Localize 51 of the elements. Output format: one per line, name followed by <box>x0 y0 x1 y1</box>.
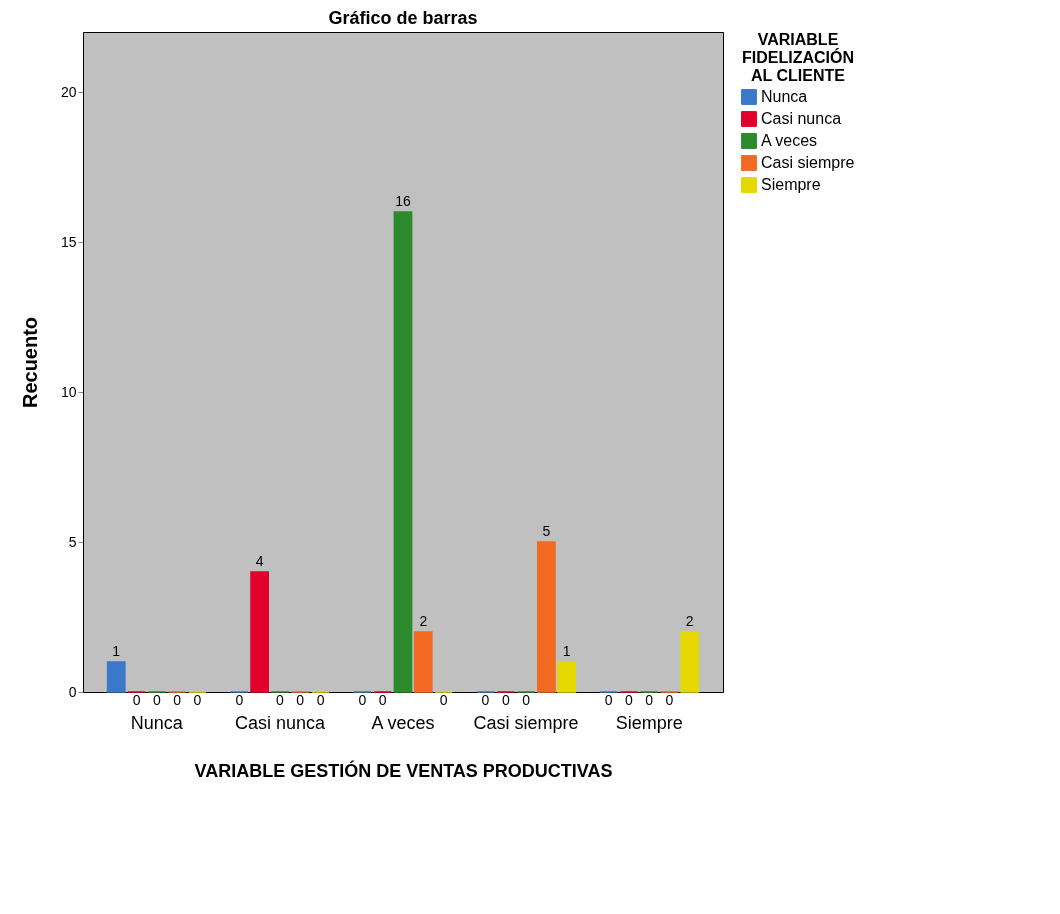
data-label: 0 <box>152 692 161 708</box>
data-label: 2 <box>685 613 694 629</box>
legend-label: Casi siempre <box>761 154 855 171</box>
data-label: 0 <box>358 692 367 708</box>
legend-label: Casi nunca <box>761 110 842 127</box>
bar <box>557 661 577 693</box>
data-label: 16 <box>395 193 411 209</box>
x-tick-label: Casi siempre <box>473 712 579 733</box>
legend-label: Siempre <box>761 176 821 193</box>
data-label: 0 <box>522 692 531 708</box>
data-label: 2 <box>419 613 428 629</box>
chart-title: Gráfico de barras <box>328 8 478 28</box>
x-tick-label: Nunca <box>130 712 184 733</box>
bar <box>393 211 413 693</box>
legend-label: A veces <box>761 132 818 149</box>
data-label: 0 <box>501 692 510 708</box>
bar <box>106 661 126 693</box>
data-label: 0 <box>296 692 305 708</box>
y-tick-label: 5 <box>68 533 77 550</box>
y-axis-title: Recuento <box>18 316 41 409</box>
data-label: 0 <box>132 692 141 708</box>
x-tick-label: Siempre <box>615 712 683 733</box>
bar <box>537 541 556 693</box>
x-tick-label: Casi nunca <box>234 712 326 733</box>
data-label: 0 <box>316 692 325 708</box>
data-label: 5 <box>542 523 551 539</box>
bar <box>680 631 700 693</box>
data-label: 4 <box>255 553 264 569</box>
y-tick-label: 10 <box>60 383 77 400</box>
data-label: 1 <box>562 643 571 659</box>
data-label: 0 <box>235 692 244 708</box>
data-label: 0 <box>624 692 633 708</box>
data-label: 0 <box>481 692 490 708</box>
data-label: 0 <box>439 692 448 708</box>
data-label: 0 <box>604 692 613 708</box>
x-axis-title: VARIABLE GESTIÓN DE VENTAS PRODUCTIVAS <box>194 759 613 781</box>
x-tick-label: A veces <box>371 712 435 733</box>
data-label: 0 <box>665 692 674 708</box>
y-tick-label: 0 <box>68 683 77 700</box>
data-label: 0 <box>645 692 654 708</box>
legend-title: VARIABLE FIDELIZACIÓN AL CLIENTE <box>742 31 854 84</box>
data-label: 0 <box>276 692 285 708</box>
data-label: 0 <box>378 692 387 708</box>
y-tick-label: 15 <box>60 233 77 250</box>
data-label: 0 <box>193 692 202 708</box>
y-tick-label: 20 <box>60 83 77 100</box>
bar <box>250 571 269 693</box>
data-label: 0 <box>173 692 182 708</box>
legend-label: Nunca <box>761 88 808 105</box>
data-label: 1 <box>112 643 121 659</box>
bar <box>413 631 433 693</box>
